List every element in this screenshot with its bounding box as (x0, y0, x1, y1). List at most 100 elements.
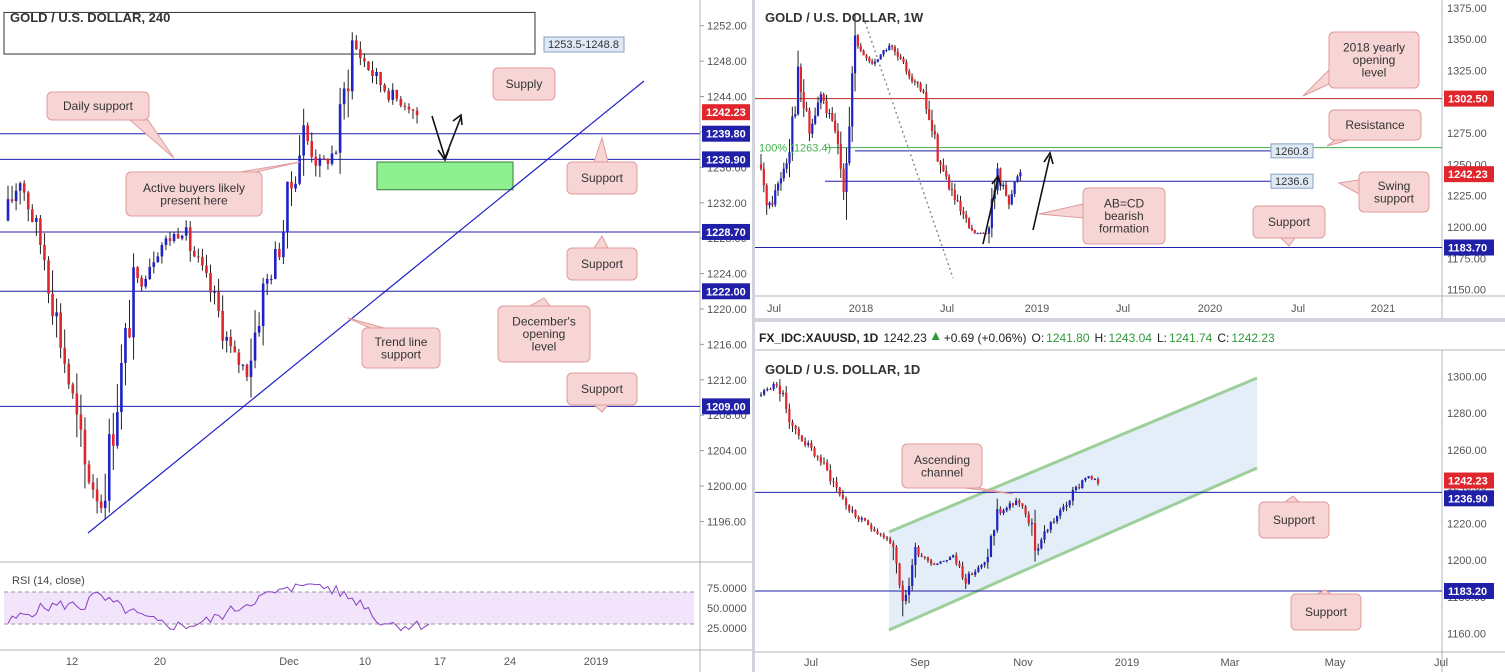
callout-yearly-open-text: 2018 yearly (1343, 41, 1405, 55)
weekly-candle (956, 199, 959, 201)
weekly-candle (796, 66, 800, 115)
panel-divider-vertical[interactable] (752, 0, 755, 672)
weekly-candle (862, 50, 865, 56)
daily-candle (1074, 486, 1078, 490)
chart-title: GOLD / U.S. DOLLAR, 1D (765, 362, 920, 377)
y-tick-label: 1216.00 (707, 339, 747, 351)
daily-candle (804, 441, 807, 446)
chart-h4[interactable]: 1252.001248.001244.001240.001236.001232.… (0, 0, 752, 672)
chart-panel-h4[interactable]: 1252.001248.001244.001240.001236.001232.… (0, 0, 752, 672)
weekly-candle (990, 198, 993, 229)
weekly-candle (814, 115, 817, 124)
callout-resistance-box (1328, 109, 1422, 141)
daily-candle (945, 560, 948, 562)
weekly-candle (891, 45, 894, 48)
x-tick-label: Jul (1116, 303, 1130, 315)
h4-candle (298, 155, 301, 184)
daily-candle (999, 508, 1002, 514)
h4-candle (112, 434, 115, 446)
price-label-0-bg (1444, 90, 1494, 107)
level-box-0 (1270, 143, 1314, 159)
trend-line (87, 80, 645, 534)
h4-candle (164, 238, 168, 246)
x-tick-label: 2019 (1115, 657, 1139, 669)
callout-swing-support-text: Swing (1378, 179, 1411, 193)
callout-support-2-box (566, 247, 638, 281)
daily-candle (816, 456, 819, 458)
h4-candle (87, 464, 91, 483)
price-label-2: 1236.90 (706, 154, 746, 166)
panel-divider-horizontal[interactable] (755, 318, 1505, 322)
rsi-band (4, 592, 694, 624)
rsi-tick-label: 50.0000 (707, 603, 747, 615)
callout-abcd-text: bearish (1104, 209, 1143, 223)
callout-support-3-text: Support (581, 382, 624, 396)
h4-candle (342, 88, 346, 105)
x-tick-label: 2019 (1025, 303, 1049, 315)
rsi-tick-label: 75.0000 (707, 583, 747, 595)
daily-candle (970, 573, 974, 575)
daily-candle (826, 462, 829, 470)
weekly-candle (836, 130, 840, 145)
h4-candle (306, 125, 309, 142)
x-tick-label: 2018 (849, 303, 873, 315)
callout-trend-line-text: support (381, 347, 422, 361)
weekly-candle (853, 35, 857, 74)
h4-candle (371, 69, 374, 77)
y-tick-label: 1232.00 (707, 198, 747, 210)
chart-daily[interactable]: 1300.001280.001260.001240.001220.001200.… (755, 322, 1505, 672)
h4-candle (241, 364, 245, 366)
weekly-candle (791, 116, 794, 153)
daily-candle (1059, 509, 1062, 516)
daily-candle (841, 494, 844, 499)
callout-yearly-open-box (1328, 31, 1420, 89)
callout-support-2-text: Support (581, 257, 624, 271)
callout-december-text: level (532, 340, 557, 354)
callout-december-text: opening (523, 327, 566, 341)
h4-candle (91, 482, 95, 490)
h4-candle (116, 412, 119, 446)
h4-candle (144, 279, 147, 287)
weekly-candle (905, 62, 908, 72)
chart-panel-daily[interactable]: 1300.001280.001260.001240.001220.001200.… (755, 322, 1505, 672)
weekly-candle (967, 218, 971, 229)
daily-candle (933, 563, 936, 565)
header-h-label: H: (1095, 331, 1107, 345)
daily-candle (1021, 503, 1024, 507)
h4-candle (43, 244, 46, 261)
h4-candle (6, 199, 10, 221)
daily-candle (923, 556, 926, 558)
header-low: 1241.74 (1169, 331, 1213, 345)
daily-candle (781, 392, 785, 394)
h4-candle (140, 277, 143, 287)
daily-candle (1052, 521, 1056, 523)
price-label-2-bg (1444, 582, 1494, 599)
weekly-candle (902, 58, 905, 63)
chart-weekly[interactable]: 1375.001350.001325.001300.001275.001250.… (755, 0, 1505, 318)
callout-support-1-box (566, 161, 638, 195)
weekly-candle (908, 71, 911, 77)
h4-candle (213, 291, 216, 293)
x-tick-label: Jul (767, 303, 781, 315)
x-tick-label: Nov (1013, 657, 1033, 669)
h4-candle (51, 293, 54, 317)
weekly-candle (1005, 184, 1008, 196)
weekly-candle (828, 112, 831, 114)
chart-panel-weekly[interactable]: 1375.001350.001325.001300.001275.001250.… (755, 0, 1505, 318)
h4-candle (399, 98, 403, 106)
h4-candle (286, 181, 289, 232)
supply-range-label: 1253.5-1248.8 (548, 39, 619, 51)
daily-candle (930, 560, 933, 564)
h4-candle (363, 58, 366, 62)
h4-candle (71, 384, 75, 394)
daily-candle (1024, 506, 1027, 515)
weekly-candle (1013, 181, 1016, 195)
price-label-4: 1222.00 (706, 286, 746, 298)
weekly-candle (779, 178, 783, 184)
x-tick-label: 20 (154, 656, 166, 668)
x-tick-label: 10 (359, 656, 371, 668)
h4-candle (269, 278, 273, 280)
h4-candle (35, 218, 38, 222)
h4-candle (334, 152, 338, 154)
h4-candle (188, 227, 192, 251)
